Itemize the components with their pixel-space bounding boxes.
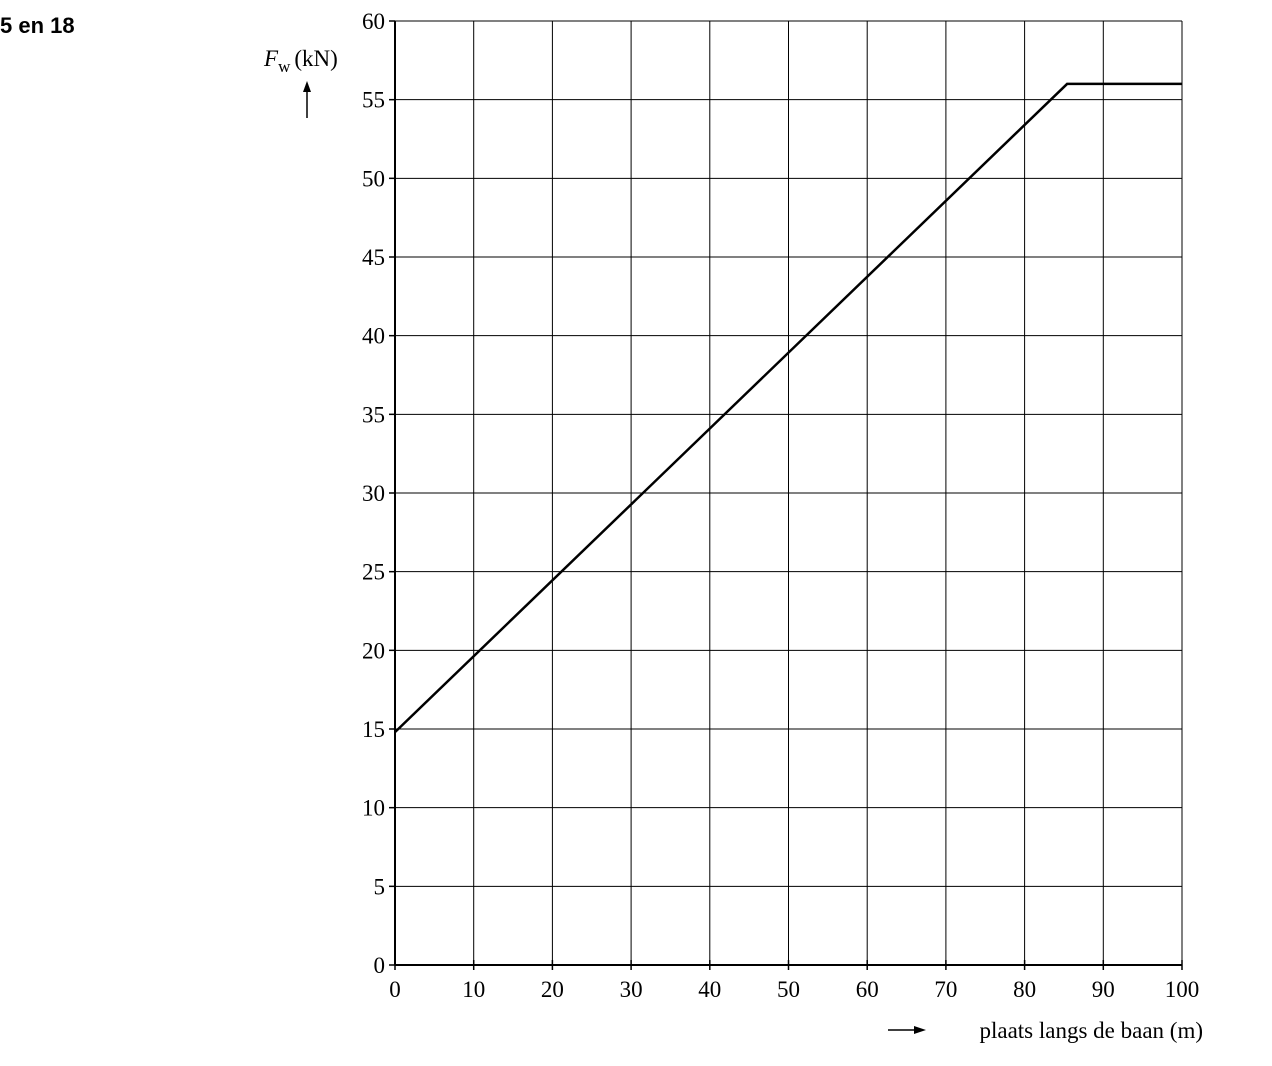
x-tick-label: 40: [698, 977, 721, 1002]
y-tick-label: 35: [362, 402, 385, 427]
x-tick-label: 80: [1013, 977, 1036, 1002]
x-tick-label: 70: [934, 977, 957, 1002]
y-axis-label: Fw (kN): [263, 46, 338, 76]
x-tick-label: 60: [856, 977, 879, 1002]
y-tick-label: 60: [362, 9, 385, 34]
y-tick-label: 55: [362, 88, 385, 113]
y-label-symbol: F: [263, 46, 279, 71]
y-label-subscript: w: [278, 57, 291, 76]
y-tick-label: 50: [362, 166, 385, 191]
x-tick-label: 50: [777, 977, 800, 1002]
x-tick-label: 0: [389, 977, 401, 1002]
y-tick-label: 5: [374, 874, 386, 899]
x-tick-label: 10: [462, 977, 485, 1002]
y-tick-label: 15: [362, 717, 385, 742]
x-axis-label: plaats langs de baan (m): [979, 1018, 1203, 1043]
x-arrow-head: [914, 1026, 926, 1034]
x-tick-label: 100: [1165, 977, 1200, 1002]
y-tick-label: 30: [362, 481, 385, 506]
y-arrow-head: [303, 81, 311, 92]
x-tick-label: 30: [620, 977, 643, 1002]
y-label-unit: (kN): [294, 46, 337, 71]
y-tick-label: 20: [362, 638, 385, 663]
y-tick-label: 10: [362, 796, 385, 821]
y-tick-label: 25: [362, 560, 385, 585]
x-tick-label: 90: [1092, 977, 1115, 1002]
y-tick-label: 45: [362, 245, 385, 270]
y-tick-label: 0: [374, 953, 386, 978]
page-label: 5 en 18: [0, 13, 75, 38]
x-tick-label: 20: [541, 977, 564, 1002]
data-line: [394, 82, 1182, 734]
y-tick-label: 40: [362, 324, 385, 349]
